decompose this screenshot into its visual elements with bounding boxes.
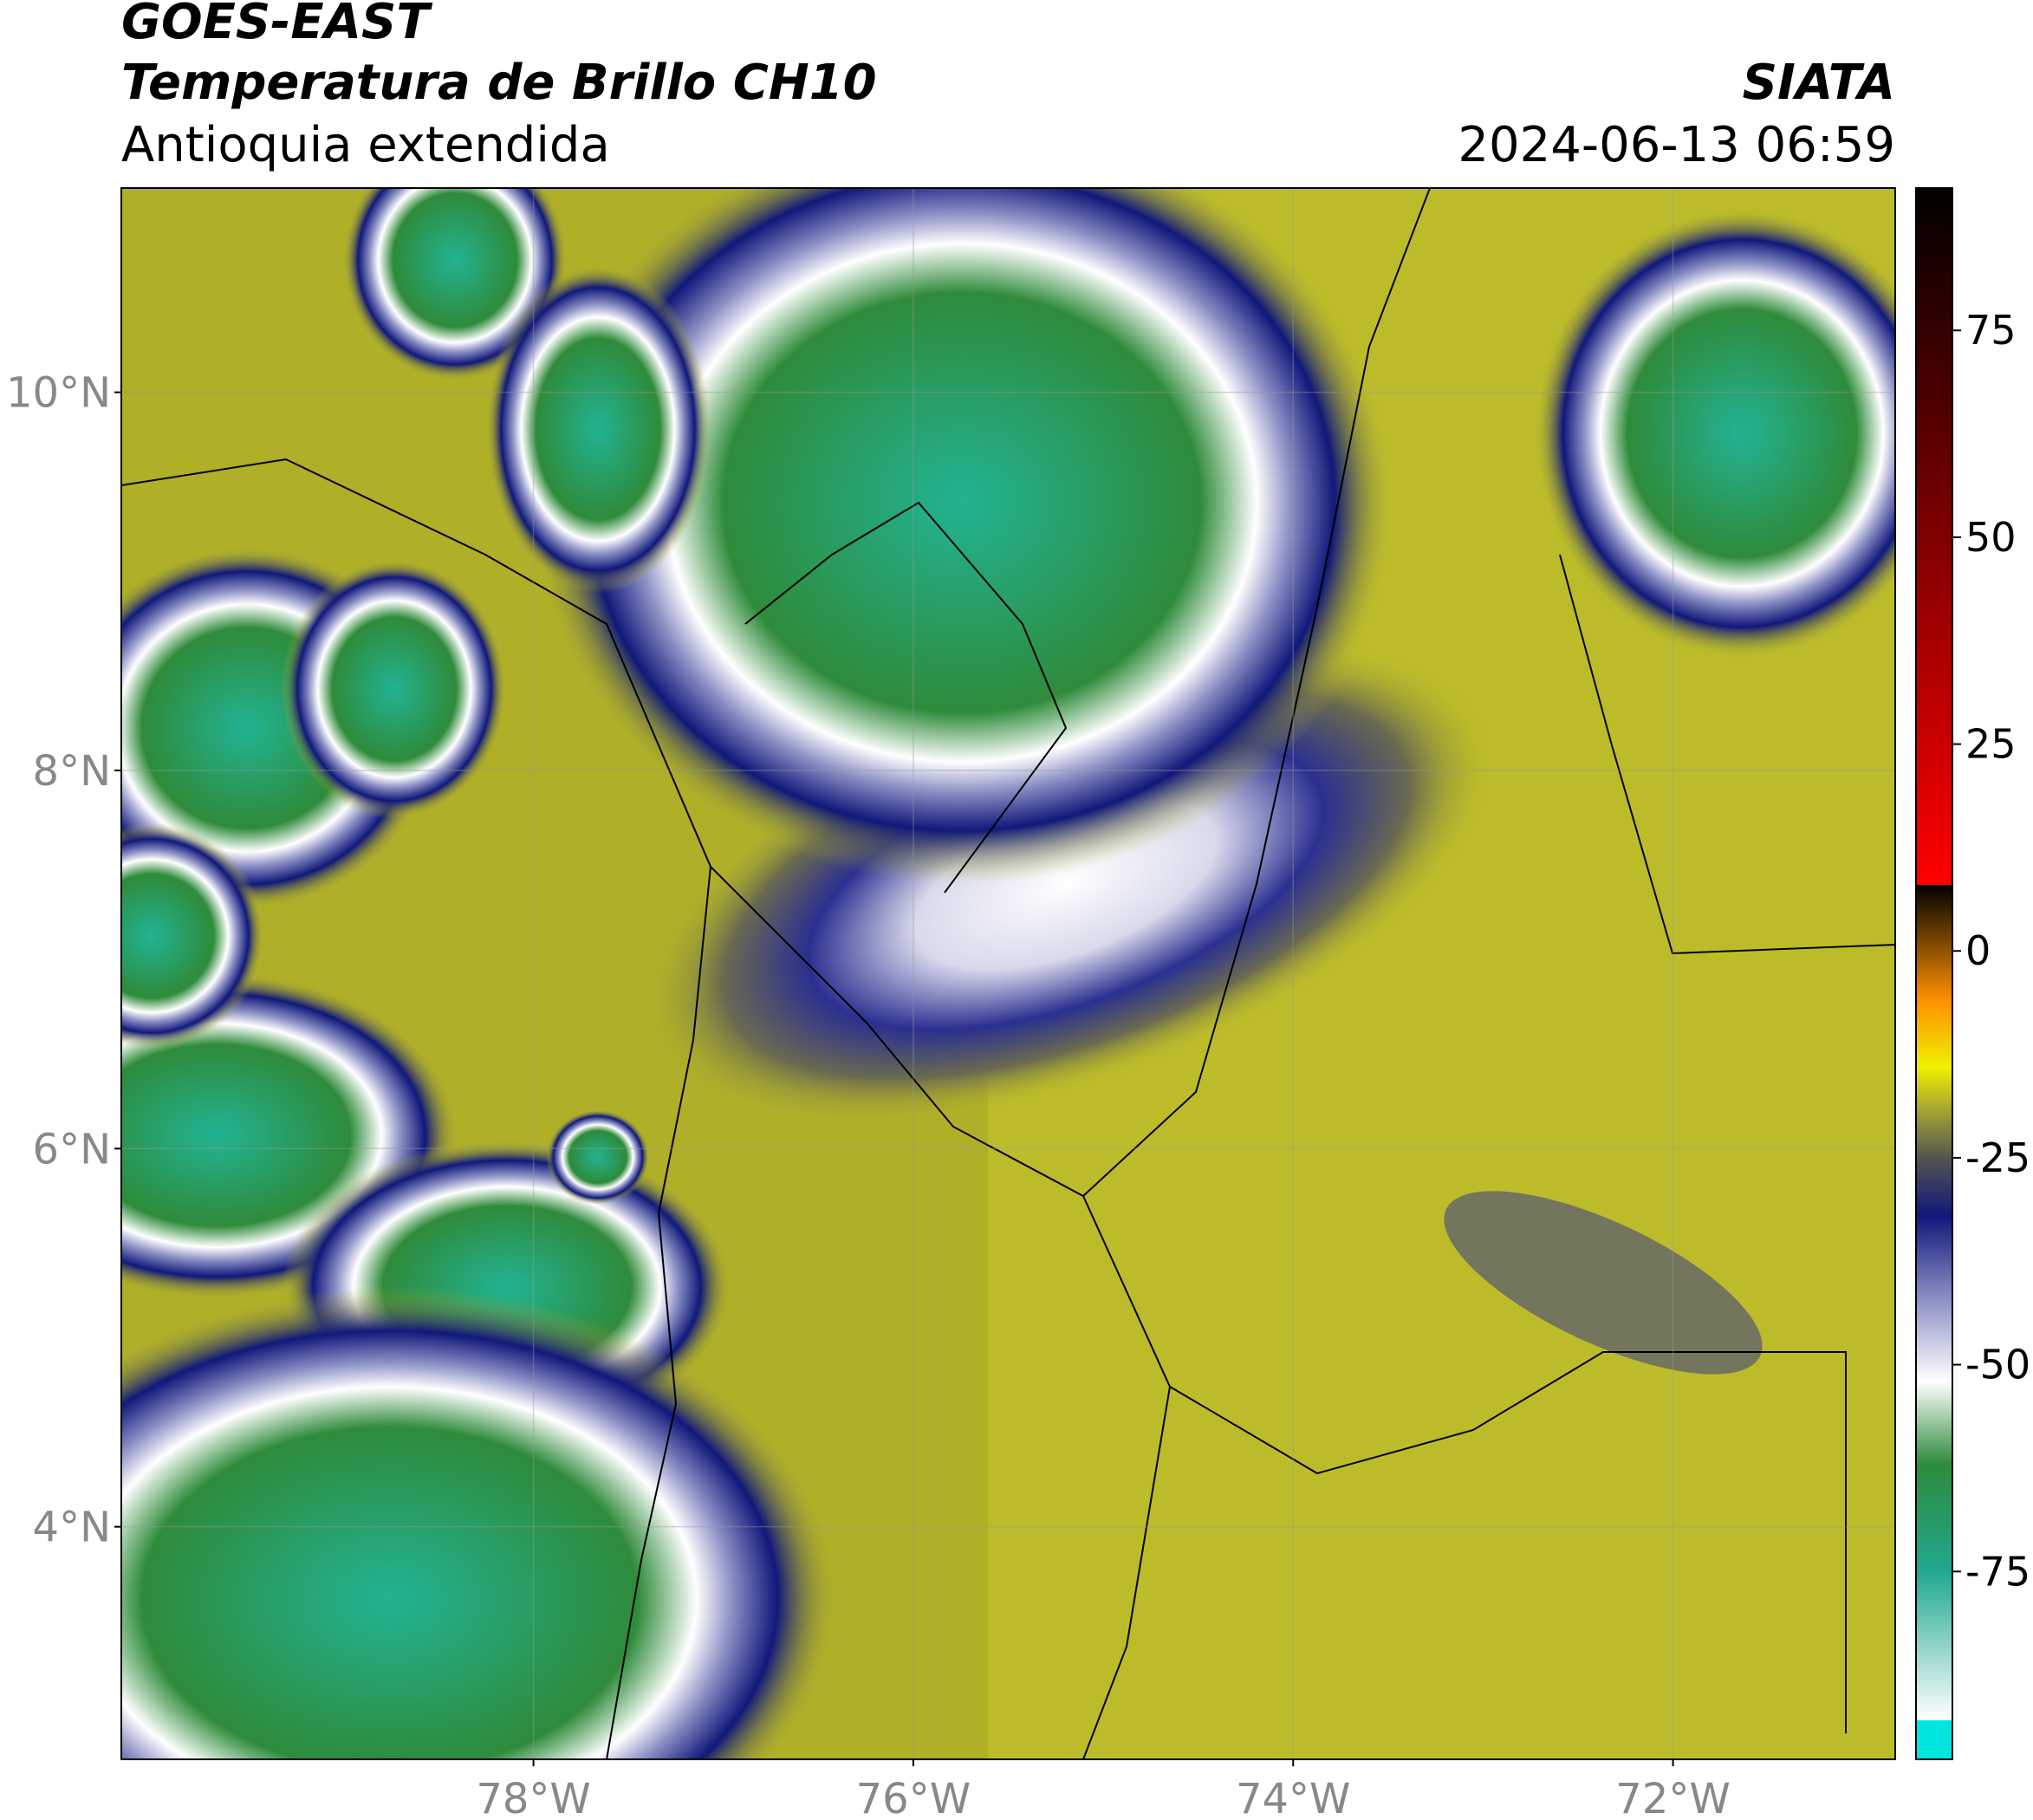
region: Antioquia extendida [121, 117, 610, 173]
subtitle: Temperatura de Brillo CH10 [121, 55, 877, 111]
source: SIATA [1743, 55, 1895, 111]
x-tick-label: 72°W [1615, 1775, 1731, 1820]
colorbar-tick-label: -50 [1965, 1342, 2030, 1388]
datetime: 2024-06-13 06:59 [1458, 117, 1895, 173]
colorbar-tick-label: 0 [1965, 927, 1991, 974]
x-tick-label: 76°W [856, 1775, 971, 1820]
colorbar-tick-label: 50 [1965, 514, 2017, 561]
colorbar-tick-label: -75 [1965, 1548, 2030, 1595]
map-frame [120, 187, 1896, 1760]
y-tick-label: 8°N [33, 747, 111, 796]
colorbar [1915, 187, 1953, 1760]
grid [121, 188, 1895, 1759]
colorbar-tick-label: 25 [1965, 721, 2017, 768]
x-tick-label: 78°W [476, 1775, 591, 1820]
y-tick-label: 10°N [6, 369, 111, 418]
colorbar-tick-label: 75 [1965, 307, 2017, 354]
title: GOES-EAST [121, 0, 432, 50]
y-tick-label: 4°N [33, 1504, 111, 1552]
x-tick-label: 74°W [1236, 1775, 1351, 1820]
y-tick-label: 6°N [33, 1125, 111, 1173]
colorbar-tick-label: -25 [1965, 1134, 2030, 1181]
map-image [121, 188, 1895, 1759]
